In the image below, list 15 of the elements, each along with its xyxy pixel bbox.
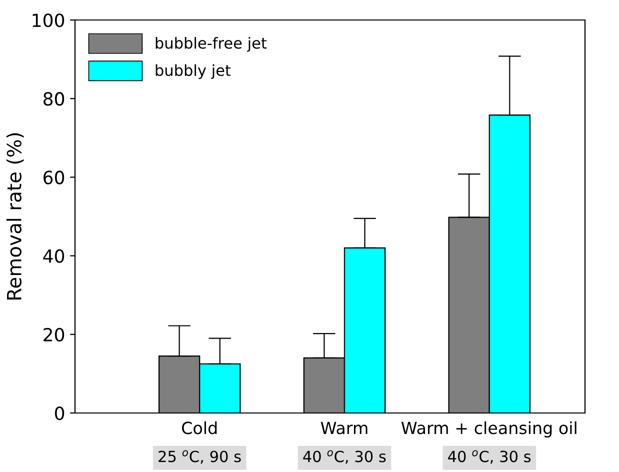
- y-tick-label: 60: [44, 170, 64, 184]
- legend-label: bubbly jet: [156, 64, 231, 80]
- x-tick-label: Warm: [320, 422, 368, 434]
- x-tick-label: Warm + cleansing oil: [401, 421, 576, 438]
- text: 25 $^{o}$C, 90 s: [158, 450, 241, 464]
- text: 40 $^{o}$C, 30 s: [303, 450, 386, 464]
- y-tick-label: 20: [44, 328, 64, 342]
- legend-label: bubble-free jet: [156, 36, 267, 52]
- y-tick-label: 100: [32, 13, 64, 28]
- text: 40 $^{o}$C, 30 s: [448, 450, 531, 464]
- x-tick-label: Cold: [182, 421, 217, 434]
- y-tick-label: 40: [43, 249, 64, 263]
- y-tick-label: 0: [54, 406, 64, 420]
- y-axis-title: Removal rate (%): [6, 133, 24, 300]
- y-tick-label: 80: [44, 92, 64, 106]
